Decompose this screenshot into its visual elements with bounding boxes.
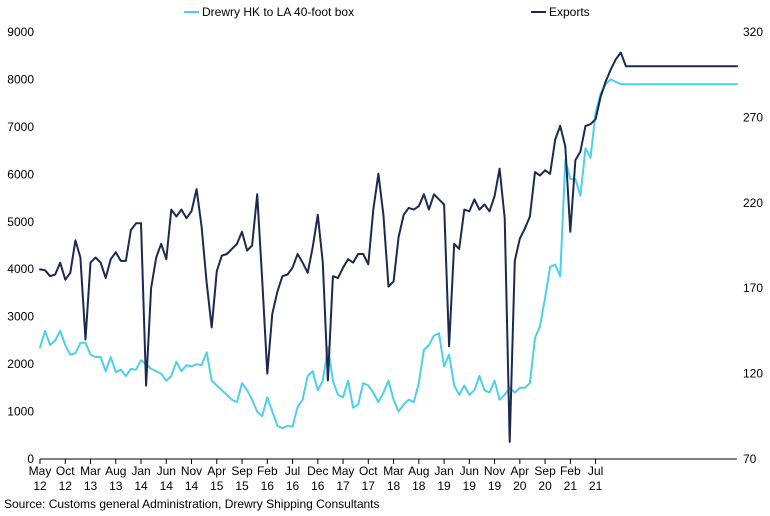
x-tick-label-year: 12 bbox=[33, 479, 47, 493]
x-tick-label-month: Jul bbox=[588, 464, 603, 478]
x-tick-label-month: Feb bbox=[560, 464, 581, 478]
x-tick-label-year: 12 bbox=[59, 479, 73, 493]
y-left-tick-label: 5000 bbox=[7, 215, 34, 229]
x-tick-label-month: May bbox=[332, 464, 355, 478]
x-tick-label-year: 16 bbox=[261, 479, 275, 493]
y-left-tick-label: 3000 bbox=[7, 310, 34, 324]
x-tick-label-month: Jun bbox=[460, 464, 479, 478]
x-tick-label-year: 14 bbox=[134, 479, 148, 493]
y-left-tick-label: 0 bbox=[27, 452, 34, 466]
x-tick-label-month: Oct bbox=[56, 464, 75, 478]
x-tick-label-year: 18 bbox=[412, 479, 426, 493]
x-tick-label-month: Aug bbox=[105, 464, 126, 478]
x-tick-label-year: 18 bbox=[387, 479, 401, 493]
y-axis-right-ticks: 70 120 170 220 270 320 bbox=[743, 25, 763, 466]
x-tick-label-year: 17 bbox=[362, 479, 376, 493]
x-tick-label-year: 14 bbox=[185, 479, 199, 493]
x-tick-label-year: 15 bbox=[235, 479, 249, 493]
y-right-tick-label: 270 bbox=[743, 110, 763, 124]
y-right-tick-label: 120 bbox=[743, 367, 763, 381]
x-tick-label-month: Sep bbox=[231, 464, 253, 478]
y-right-tick-label: 70 bbox=[743, 452, 757, 466]
source-note: Source: Customs general Administration, … bbox=[4, 497, 380, 511]
x-tick-label-year: 20 bbox=[513, 479, 527, 493]
series-lines bbox=[39, 51, 738, 443]
y-left-tick-label: 8000 bbox=[7, 72, 34, 86]
legend-label-exports: Exports bbox=[549, 5, 590, 19]
y-axis-left-ticks: 0 1000 2000 3000 4000 5000 6000 7000 8000 9000 bbox=[7, 25, 34, 466]
x-tick-label-month: Mar bbox=[383, 464, 404, 478]
x-tick-label-month: Oct bbox=[359, 464, 378, 478]
x-tick-label-month: Nov bbox=[484, 464, 505, 478]
x-tick-label-year: 13 bbox=[109, 479, 123, 493]
x-tick-label-year: 19 bbox=[488, 479, 502, 493]
y-left-tick-label: 1000 bbox=[7, 405, 34, 419]
y-right-tick-label: 320 bbox=[743, 25, 763, 39]
y-left-tick-label: 9000 bbox=[7, 25, 34, 39]
x-tick-label-year: 14 bbox=[160, 479, 174, 493]
x-tick-label-month: May bbox=[29, 464, 52, 478]
series-line-exports bbox=[39, 51, 738, 443]
x-tick-label-year: 21 bbox=[589, 479, 603, 493]
x-tick-label-year: 15 bbox=[210, 479, 224, 493]
x-tick-label-year: 21 bbox=[564, 479, 578, 493]
x-tick-label-month: Apr bbox=[207, 464, 226, 478]
y-left-tick-label: 6000 bbox=[7, 167, 34, 181]
y-right-tick-label: 170 bbox=[743, 281, 763, 295]
y-left-tick-label: 7000 bbox=[7, 120, 34, 134]
x-tick-label-month: Mar bbox=[80, 464, 101, 478]
y-right-tick-label: 220 bbox=[743, 196, 763, 210]
y-left-tick-label: 4000 bbox=[7, 262, 34, 276]
x-tick-label-month: Sep bbox=[534, 464, 556, 478]
legend-label-drewry: Drewry HK to LA 40-foot box bbox=[202, 5, 354, 19]
x-tick-label-month: Feb bbox=[257, 464, 278, 478]
x-tick-label-month: Apr bbox=[510, 464, 529, 478]
series-line-drewry-rate bbox=[39, 78, 738, 430]
legend: Drewry HK to LA 40-foot box Exports bbox=[184, 5, 590, 19]
x-tick-label-month: Jan bbox=[131, 464, 150, 478]
x-tick-label-month: Aug bbox=[408, 464, 429, 478]
x-tick-label-year: 13 bbox=[84, 479, 98, 493]
x-tick-label-month: Nov bbox=[181, 464, 202, 478]
x-tick-label-month: Jun bbox=[157, 464, 176, 478]
y-left-tick-label: 2000 bbox=[7, 357, 34, 371]
x-tick-label-year: 17 bbox=[336, 479, 350, 493]
x-tick-label-year: 19 bbox=[463, 479, 477, 493]
x-tick-label-year: 16 bbox=[286, 479, 300, 493]
x-axis-ticks: May12Oct12Mar13Aug13Jan14Jun14Nov14Apr15… bbox=[29, 459, 603, 493]
x-tick-label-year: 20 bbox=[538, 479, 552, 493]
x-tick-label-year: 16 bbox=[311, 479, 325, 493]
x-tick-label-month: Jan bbox=[434, 464, 453, 478]
x-tick-label-year: 19 bbox=[437, 479, 451, 493]
x-tick-label-month: Jul bbox=[285, 464, 300, 478]
x-tick-label-month: Dec bbox=[307, 464, 328, 478]
